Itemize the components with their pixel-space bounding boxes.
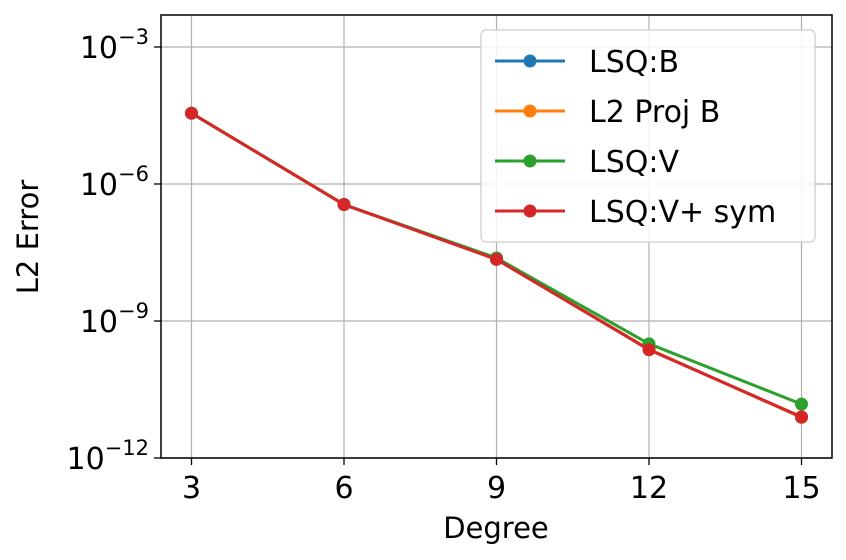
data-point	[337, 198, 351, 212]
legend-entry: LSQ:V+ sym	[495, 195, 776, 230]
legend-label: L2 Proj B	[589, 95, 720, 130]
data-point	[795, 410, 808, 424]
y-ticks: 10−3 10−6 10−9 10−12	[66, 25, 161, 477]
x-ticks: 3 6 9 12 15	[182, 458, 821, 506]
legend-box	[480, 29, 816, 243]
legend-marker	[523, 104, 537, 118]
legend-marker	[523, 54, 537, 68]
legend: LSQ:B L2 Proj B LSQ:V LSQ:V+ sym	[480, 29, 816, 243]
data-point	[642, 343, 656, 357]
data-point	[490, 252, 503, 266]
y-tick-label: 10−6	[80, 162, 149, 203]
x-tick-label: 3	[182, 471, 201, 506]
y-tick-label: 10−12	[66, 436, 149, 477]
y-tick-label: 10−9	[80, 299, 149, 340]
y-axis-label: L2 Error	[11, 180, 45, 295]
legend-entry: LSQ:B	[495, 45, 679, 80]
x-tick-label: 9	[487, 471, 506, 506]
legend-entry: L2 Proj B	[495, 95, 720, 130]
y-tick-label: 10−3	[80, 25, 149, 66]
data-point	[795, 397, 808, 411]
legend-marker	[523, 154, 537, 168]
legend-label: LSQ:B	[589, 45, 679, 80]
series-3	[185, 106, 808, 424]
legend-label: LSQ:V+ sym	[589, 195, 776, 230]
series-layer	[185, 106, 808, 424]
legend-label: LSQ:V	[589, 145, 679, 180]
x-tick-label: 15	[782, 471, 820, 506]
legend-marker	[523, 204, 537, 218]
x-tick-label: 6	[334, 471, 353, 506]
x-axis-label: Degree	[443, 511, 549, 545]
data-point	[185, 106, 198, 120]
x-tick-label: 12	[630, 471, 668, 506]
legend-entry: LSQ:V	[495, 145, 679, 180]
